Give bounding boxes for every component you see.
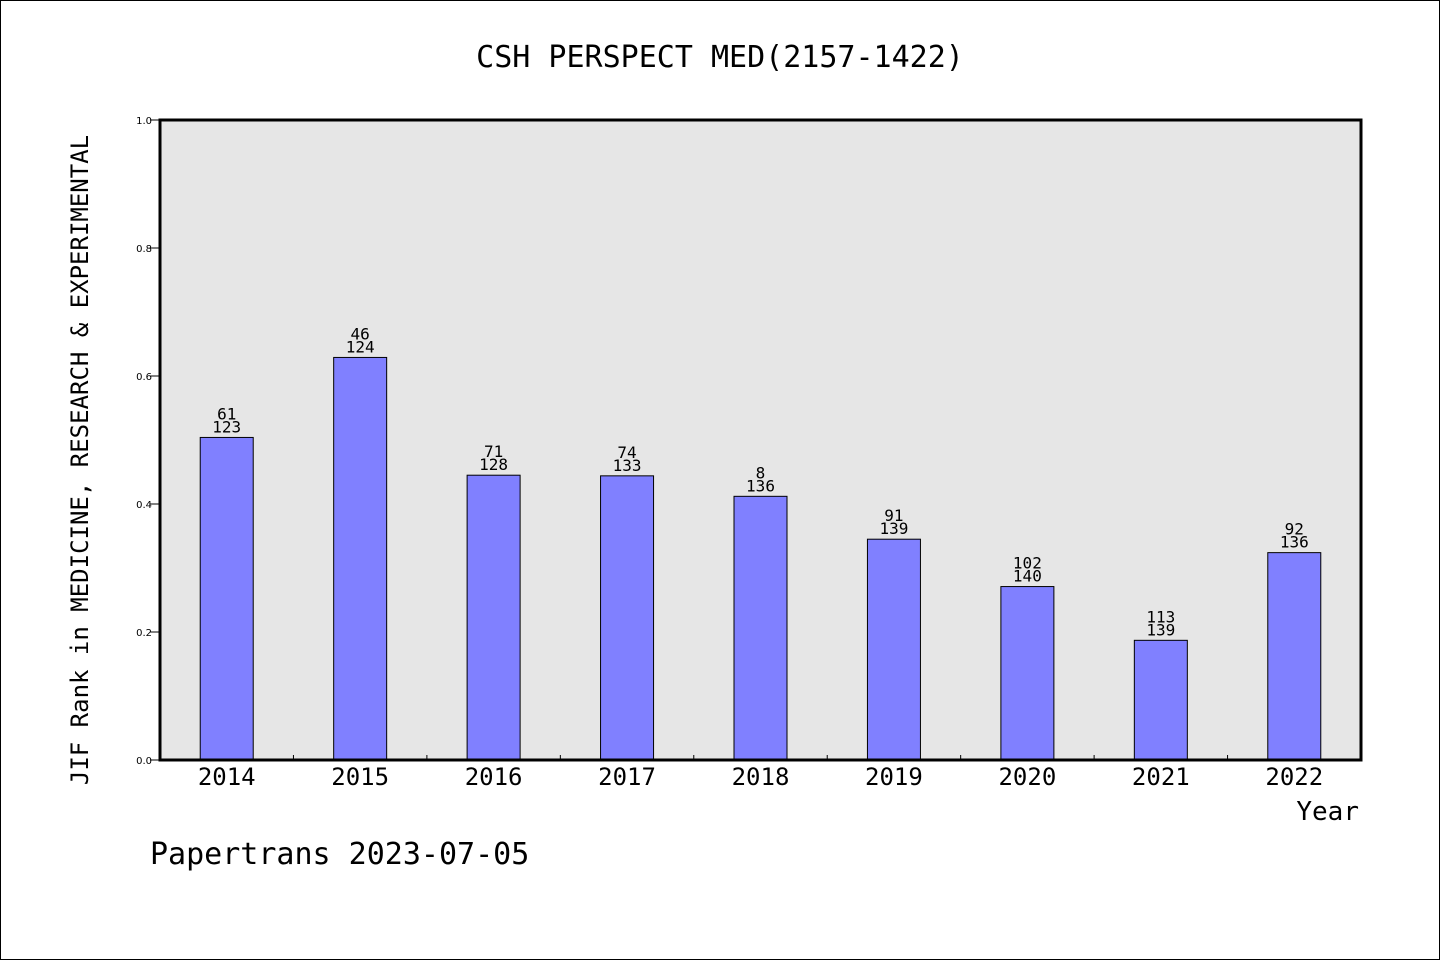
bar-total-label: 124 [346, 337, 375, 356]
bar-total-label: 128 [479, 455, 508, 474]
bar [866, 538, 921, 761]
bar-total-label: 139 [1146, 620, 1175, 639]
x-tick-label: 2021 [1132, 763, 1190, 791]
bar [333, 356, 388, 761]
bar [733, 495, 788, 761]
y-tick-label: 0.4 [136, 500, 152, 511]
bar-rank-label: 71 [484, 442, 503, 461]
y-tick-label: 0.6 [136, 372, 152, 383]
bar [466, 474, 521, 761]
bar-rank-label: 61 [217, 404, 236, 423]
x-axis-label: Year [1296, 797, 1359, 827]
x-tick-label: 2018 [732, 763, 790, 791]
y-axis-label-group: JIF Rank in MEDICINE, RESEARCH & EXPERIM… [66, 135, 94, 785]
x-tick-label: 2015 [331, 763, 389, 791]
x-tick-label: 2022 [1265, 763, 1323, 791]
bar [1267, 552, 1322, 761]
x-tick-label: 2017 [598, 763, 656, 791]
plot-border [158, 118, 1363, 762]
bar-rank-label: 92 [1285, 520, 1304, 539]
bar-rank-label: 91 [884, 506, 903, 525]
bar-total-label: 136 [1280, 533, 1309, 552]
bar-rank-label: 74 [617, 443, 636, 462]
bar-total-label: 133 [613, 456, 642, 475]
bar-rank-label: 8 [756, 463, 766, 482]
chart-title: CSH PERSPECT MED(2157-1422) [476, 40, 964, 75]
bar [600, 475, 655, 761]
bar-total-label: 123 [212, 417, 241, 436]
bar [199, 436, 254, 761]
x-tick-label: 2020 [998, 763, 1056, 791]
bar-rank-label: 113 [1146, 607, 1175, 626]
ticks-group: 0.0 0.2 0.4 0.6 0.8 1.0 2014 2015 2016 2017 2018 20… [136, 116, 1323, 791]
footer-text: Papertrans 2023-07-05 [150, 837, 529, 872]
x-tick-label: 2016 [465, 763, 523, 791]
bar-total-label: 139 [879, 519, 908, 538]
y-tick-label: 0.0 [136, 756, 152, 767]
bar-rank-label: 46 [351, 324, 370, 343]
bar [1133, 639, 1188, 761]
y-tick-label: 1.0 [136, 116, 152, 127]
y-tick-label: 0.2 [136, 628, 152, 639]
bar-total-label: 136 [746, 476, 775, 495]
y-axis-label: JIF Rank in MEDICINE, RESEARCH & EXPERIM… [66, 135, 94, 785]
y-tick-label: 0.8 [136, 244, 152, 255]
x-tick-label: 2019 [865, 763, 923, 791]
bar-total-label: 140 [1013, 567, 1042, 586]
bar [1000, 586, 1055, 761]
bar-rank-label: 102 [1013, 554, 1042, 573]
x-tick-label: 2014 [198, 763, 256, 791]
